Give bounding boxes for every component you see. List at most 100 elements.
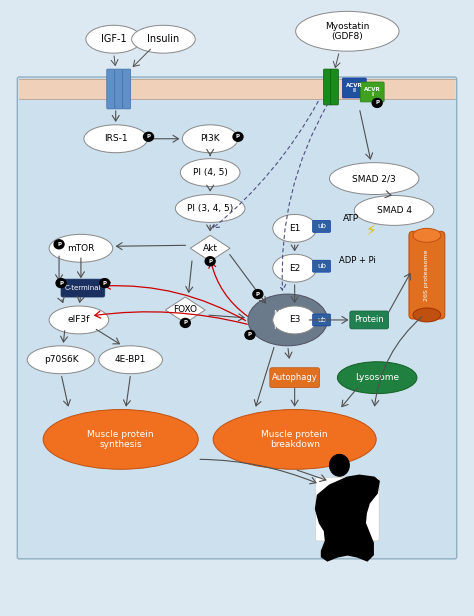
Ellipse shape bbox=[248, 294, 328, 346]
Text: P: P bbox=[375, 100, 379, 105]
FancyBboxPatch shape bbox=[342, 78, 366, 98]
Ellipse shape bbox=[86, 25, 142, 53]
Ellipse shape bbox=[175, 195, 245, 222]
Text: P: P bbox=[248, 333, 252, 338]
Text: SMAD 2/3: SMAD 2/3 bbox=[352, 174, 396, 183]
Polygon shape bbox=[190, 235, 230, 261]
FancyArrowPatch shape bbox=[385, 191, 391, 198]
Ellipse shape bbox=[49, 306, 109, 334]
Ellipse shape bbox=[99, 346, 163, 374]
Text: Protein: Protein bbox=[355, 315, 384, 325]
Text: ub: ub bbox=[317, 224, 326, 229]
Text: ATP: ATP bbox=[343, 214, 359, 223]
Ellipse shape bbox=[84, 125, 147, 153]
Ellipse shape bbox=[205, 257, 215, 265]
FancyArrowPatch shape bbox=[207, 225, 214, 230]
Ellipse shape bbox=[27, 346, 95, 374]
Text: p70S6K: p70S6K bbox=[44, 355, 78, 364]
Text: SMAD 4: SMAD 4 bbox=[376, 206, 411, 215]
Text: Autophagy: Autophagy bbox=[272, 373, 318, 382]
FancyArrowPatch shape bbox=[372, 317, 422, 406]
Text: ub: ub bbox=[317, 263, 326, 269]
Ellipse shape bbox=[180, 318, 190, 328]
FancyArrowPatch shape bbox=[213, 102, 318, 228]
FancyArrowPatch shape bbox=[291, 285, 298, 302]
Text: Lysosome: Lysosome bbox=[355, 373, 399, 382]
Ellipse shape bbox=[54, 240, 64, 249]
Text: E1: E1 bbox=[289, 224, 301, 233]
FancyBboxPatch shape bbox=[316, 477, 379, 541]
FancyArrowPatch shape bbox=[297, 470, 326, 482]
Ellipse shape bbox=[132, 25, 195, 53]
FancyArrowPatch shape bbox=[111, 56, 118, 65]
FancyArrowPatch shape bbox=[77, 296, 84, 302]
FancyBboxPatch shape bbox=[123, 69, 131, 109]
Bar bbox=[19, 79, 455, 99]
Ellipse shape bbox=[49, 234, 113, 262]
FancyArrowPatch shape bbox=[133, 49, 151, 67]
Text: ub: ub bbox=[317, 317, 326, 323]
Text: PI (3, 4, 5): PI (3, 4, 5) bbox=[187, 204, 233, 213]
FancyArrowPatch shape bbox=[186, 261, 193, 292]
FancyBboxPatch shape bbox=[115, 69, 123, 109]
Text: 4E-BP1: 4E-BP1 bbox=[115, 355, 146, 364]
FancyBboxPatch shape bbox=[409, 232, 445, 319]
FancyArrowPatch shape bbox=[62, 376, 70, 406]
Text: MAFbx: MAFbx bbox=[273, 310, 302, 320]
FancyArrowPatch shape bbox=[58, 296, 64, 302]
Ellipse shape bbox=[43, 410, 198, 469]
Text: eIF3f: eIF3f bbox=[68, 315, 90, 325]
FancyArrowPatch shape bbox=[255, 347, 274, 406]
FancyArrowPatch shape bbox=[112, 111, 119, 121]
Text: PI (4, 5): PI (4, 5) bbox=[193, 168, 228, 177]
FancyArrowPatch shape bbox=[105, 282, 246, 320]
Text: P: P bbox=[208, 259, 212, 264]
FancyArrowPatch shape bbox=[230, 254, 265, 303]
Ellipse shape bbox=[100, 278, 110, 288]
Ellipse shape bbox=[180, 159, 240, 187]
FancyArrowPatch shape bbox=[285, 349, 292, 358]
FancyArrowPatch shape bbox=[342, 388, 357, 407]
Text: Myostatin
(GDF8): Myostatin (GDF8) bbox=[325, 22, 370, 41]
Text: ACVR
II: ACVR II bbox=[346, 83, 363, 94]
Ellipse shape bbox=[337, 362, 417, 394]
Text: P: P bbox=[256, 291, 260, 296]
FancyArrowPatch shape bbox=[310, 317, 347, 323]
Text: PI3K: PI3K bbox=[201, 134, 220, 144]
FancyBboxPatch shape bbox=[330, 69, 338, 105]
FancyArrowPatch shape bbox=[96, 330, 119, 344]
FancyBboxPatch shape bbox=[312, 221, 330, 232]
Text: IGF-1: IGF-1 bbox=[101, 34, 127, 44]
Text: P: P bbox=[57, 242, 61, 247]
Text: MuRF1: MuRF1 bbox=[273, 322, 302, 331]
FancyBboxPatch shape bbox=[270, 368, 319, 387]
FancyBboxPatch shape bbox=[312, 260, 330, 272]
FancyBboxPatch shape bbox=[17, 77, 457, 559]
FancyBboxPatch shape bbox=[323, 69, 331, 105]
FancyArrowPatch shape bbox=[279, 103, 328, 290]
Text: mTOR: mTOR bbox=[67, 244, 95, 253]
Text: Insulin: Insulin bbox=[147, 34, 180, 44]
FancyArrowPatch shape bbox=[291, 245, 298, 251]
FancyArrowPatch shape bbox=[124, 376, 130, 406]
FancyArrowPatch shape bbox=[117, 243, 185, 249]
Ellipse shape bbox=[354, 195, 434, 225]
Ellipse shape bbox=[56, 278, 66, 288]
Polygon shape bbox=[316, 475, 379, 561]
Ellipse shape bbox=[253, 290, 263, 299]
Text: ⚡: ⚡ bbox=[366, 223, 376, 238]
Polygon shape bbox=[165, 297, 205, 323]
Text: ACVR
I: ACVR I bbox=[364, 87, 381, 97]
FancyArrowPatch shape bbox=[389, 274, 410, 312]
FancyArrowPatch shape bbox=[77, 258, 84, 277]
Ellipse shape bbox=[273, 214, 317, 242]
FancyArrowPatch shape bbox=[360, 111, 373, 159]
Ellipse shape bbox=[273, 254, 317, 282]
Ellipse shape bbox=[233, 132, 243, 141]
FancyArrowPatch shape bbox=[55, 256, 63, 280]
FancyArrowPatch shape bbox=[207, 185, 214, 191]
Text: E3: E3 bbox=[289, 315, 301, 325]
Ellipse shape bbox=[296, 11, 399, 51]
Ellipse shape bbox=[329, 163, 419, 195]
FancyArrowPatch shape bbox=[209, 262, 247, 317]
